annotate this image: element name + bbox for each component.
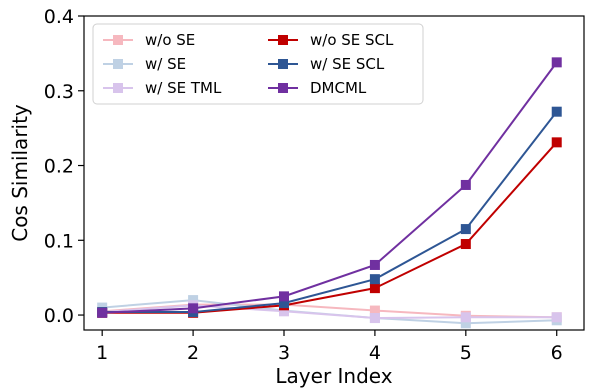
plot-frame <box>83 15 585 331</box>
y-tick-label: 0.4 <box>44 6 74 28</box>
legend-marker <box>278 35 288 45</box>
series-line <box>102 141 558 314</box>
series-line <box>102 61 558 314</box>
x-tick-label: 4 <box>369 342 381 364</box>
data-point <box>460 224 471 235</box>
data-point <box>97 307 108 318</box>
legend-label: w/ SE TML <box>145 79 222 97</box>
data-point <box>369 313 380 324</box>
legend-marker <box>113 35 123 45</box>
y-tick-label: 0.3 <box>44 81 74 103</box>
x-axis-label: Layer Index <box>275 364 392 388</box>
legend-item: w/o SE <box>103 31 195 49</box>
data-point <box>460 239 471 250</box>
legend-label: w/ SE <box>145 55 186 73</box>
legend-label: w/ SE SCL <box>310 55 385 73</box>
data-point <box>369 305 380 316</box>
legend-item: w/ SE SCL <box>268 55 385 73</box>
series-5 <box>97 106 562 318</box>
y-tick-label: 0.0 <box>44 305 74 327</box>
legend-marker <box>278 59 288 69</box>
data-point <box>279 291 289 302</box>
x-tick-label: 3 <box>278 342 290 364</box>
series-line <box>102 304 557 320</box>
series-layer <box>97 57 562 329</box>
legend-marker <box>113 59 123 69</box>
y-tick-label: 0.2 <box>44 156 74 178</box>
data-point <box>369 283 380 294</box>
axes-layer: 1 2 3 4 5 6 0.0 0.1 0.2 0.3 0.4 Layer Index Cos Simi… <box>8 6 585 388</box>
data-point <box>551 137 562 148</box>
y-tick-label: 0.1 <box>44 230 74 252</box>
data-point <box>188 303 199 314</box>
x-tick-label: 1 <box>96 342 108 364</box>
legend-marker <box>113 83 123 93</box>
legend-item: w/ SE <box>103 55 186 73</box>
legend: w/o SE w/ SE w/ SE TML w/o SE SCL w/ SE SCL D… <box>92 23 424 105</box>
series-line <box>102 111 558 314</box>
x-tick-label: 5 <box>460 342 472 364</box>
data-point <box>460 179 471 190</box>
x-tick-label: 2 <box>187 342 199 364</box>
x-tick-label: 6 <box>551 342 563 364</box>
data-point <box>460 318 471 329</box>
data-point <box>460 312 471 323</box>
data-point <box>279 298 289 309</box>
data-point <box>551 312 562 323</box>
legend-label: DMCML <box>310 79 367 97</box>
legend-marker <box>278 83 288 93</box>
data-point <box>369 274 380 285</box>
data-point <box>188 295 199 306</box>
data-point <box>369 259 380 270</box>
data-point <box>551 57 562 68</box>
data-point <box>551 106 562 117</box>
legend-label: w/o SE <box>145 31 195 49</box>
legend-item: DMCML <box>268 79 367 97</box>
legend-item: w/o SE SCL <box>268 31 394 49</box>
y-axis-label: Cos Similarity <box>8 104 32 242</box>
legend-label: w/o SE SCL <box>310 31 394 49</box>
legend-box <box>92 23 424 105</box>
series-6 <box>97 57 562 318</box>
legend-item: w/ SE TML <box>103 79 222 97</box>
data-point <box>279 306 289 317</box>
